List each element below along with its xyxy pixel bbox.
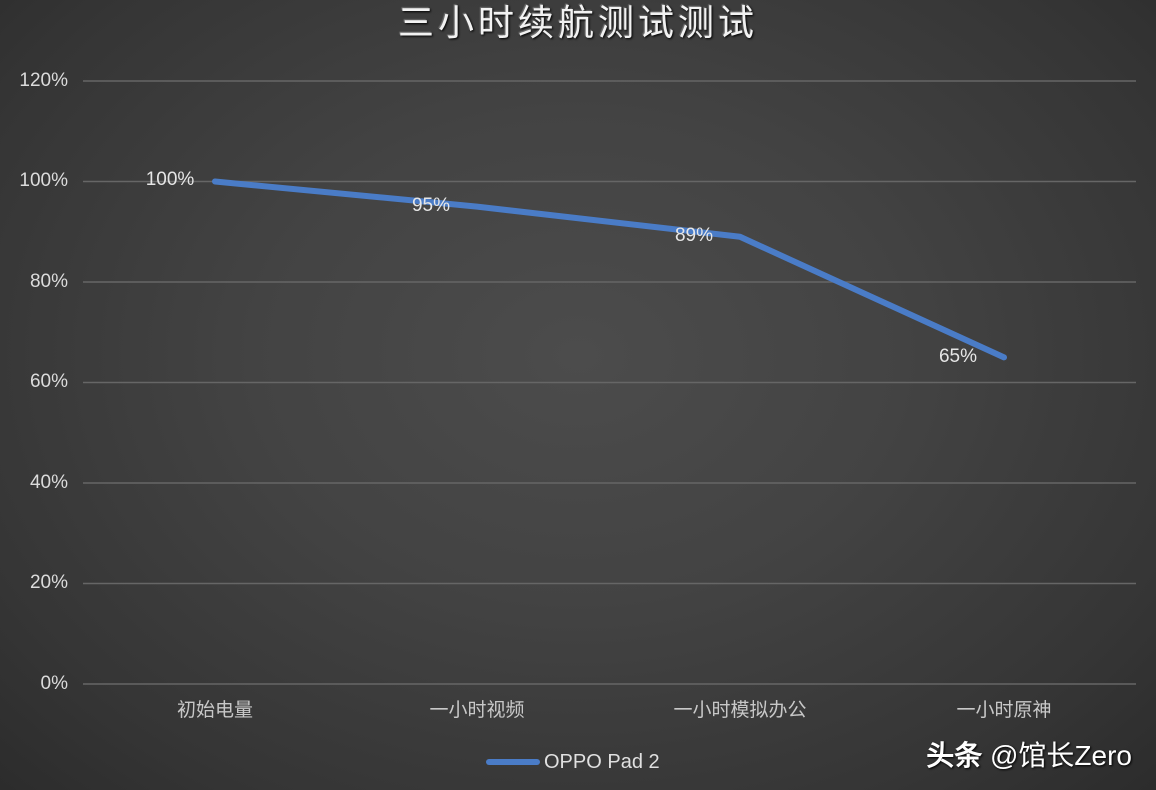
watermark-handle: @馆长Zero bbox=[982, 740, 1132, 771]
x-tick-office: 一小时模拟办公 bbox=[673, 699, 807, 721]
x-tick-video: 一小时视频 bbox=[429, 699, 525, 721]
x-tick-initial-battery: 初始电量 bbox=[176, 699, 253, 721]
watermark: 头条 @馆长Zero bbox=[926, 734, 1132, 774]
legend-line-swatch bbox=[486, 759, 540, 765]
watermark-prefix: 头条 bbox=[926, 740, 983, 771]
y-tick-0: 0% bbox=[40, 673, 68, 694]
y-tick-80: 80% bbox=[29, 271, 68, 292]
x-tick-genshin: 一小时原神 bbox=[956, 699, 1052, 721]
data-label-3: 65% bbox=[938, 346, 978, 367]
chart-title: 三小时续航测试测试 bbox=[397, 3, 758, 44]
y-tick-120: 120% bbox=[19, 70, 68, 91]
gridlines bbox=[83, 80, 1136, 685]
y-tick-60: 60% bbox=[29, 371, 68, 392]
y-tick-20: 20% bbox=[29, 572, 68, 593]
data-label-2: 89% bbox=[674, 225, 714, 246]
data-label-1: 95% bbox=[411, 195, 451, 216]
legend-label: OPPO Pad 2 bbox=[544, 750, 660, 773]
legend: OPPO Pad 2 bbox=[486, 749, 660, 775]
data-label-0: 100% bbox=[145, 169, 195, 190]
y-tick-40: 40% bbox=[29, 472, 68, 493]
y-tick-100: 100% bbox=[19, 170, 68, 191]
series-line-oppo-pad-2 bbox=[212, 178, 1007, 361]
